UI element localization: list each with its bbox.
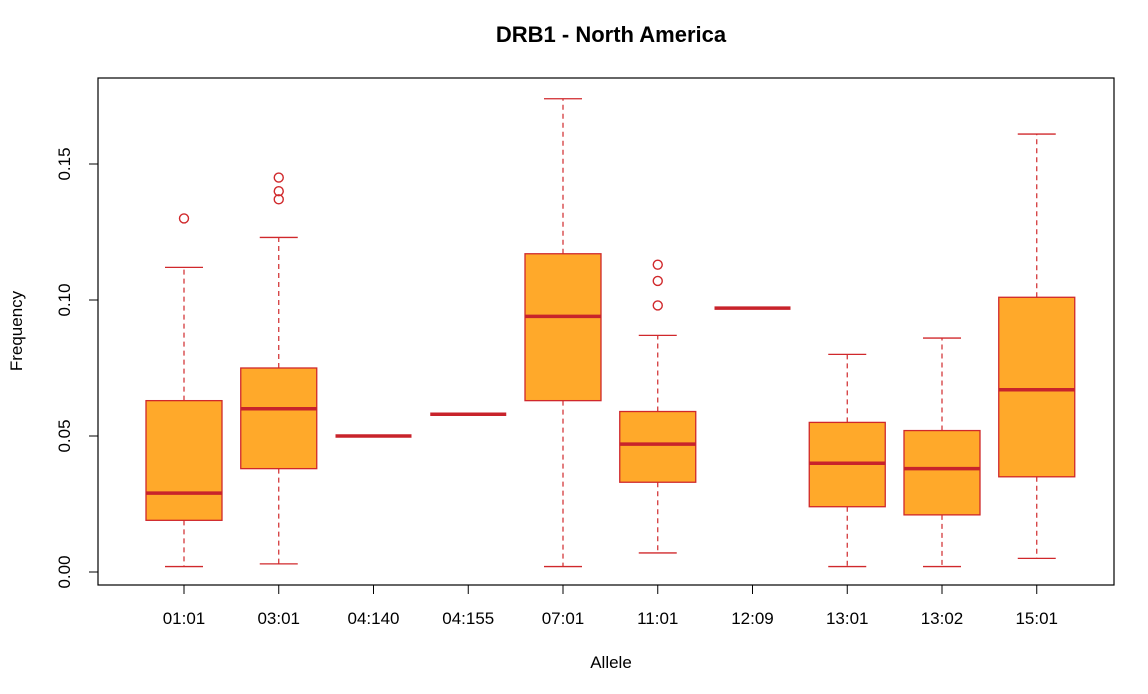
y-tick-label: 0.05 (55, 419, 74, 452)
box-group-07-01 (524, 98, 602, 568)
x-tick-label: 15:01 (1015, 609, 1058, 628)
x-tick-label: 13:01 (826, 609, 869, 628)
outlier-point (652, 275, 663, 287)
x-tick-label: 03:01 (257, 609, 300, 628)
box-iqr (903, 429, 981, 516)
box-iqr (240, 367, 318, 470)
box-group-11-01 (619, 259, 697, 554)
box-iqr (619, 410, 697, 483)
outlier-point (273, 194, 284, 205)
x-tick-label: 11:01 (637, 609, 678, 628)
y-axis: 0.00 0.05 0.10 0.15 (55, 147, 99, 589)
outlier-point (273, 172, 284, 183)
x-tick-label: 12:09 (731, 609, 774, 628)
box-iqr (145, 399, 223, 521)
boxes-layer (145, 98, 1076, 568)
box-group-13-01 (808, 353, 886, 568)
box-iqr (998, 296, 1076, 478)
outlier-point (652, 259, 663, 270)
x-tick-label: 01:01 (163, 609, 206, 628)
y-axis-label: Frequency (7, 290, 26, 371)
x-tick-label: 07:01 (542, 609, 585, 628)
x-axis: 01:01 03:01 04:140 04:155 07:01 11:01 12:09 13:… (163, 584, 1058, 628)
y-tick-label: 0.10 (55, 283, 74, 316)
y-tick-label: 0.00 (55, 555, 74, 588)
x-tick-label: 04:140 (348, 609, 400, 628)
x-tick-label: 13:02 (921, 609, 964, 628)
x-tick-label: 04:155 (442, 609, 494, 628)
x-axis-label: Allele (590, 653, 632, 672)
chart-title: DRB1 - North America (496, 22, 727, 47)
box-group-13-02 (903, 337, 981, 568)
y-tick-label: 0.15 (55, 147, 74, 180)
outlier-point (652, 300, 663, 311)
box-iqr (524, 253, 602, 402)
box-group-15-01 (998, 133, 1076, 560)
outlier-point (178, 213, 190, 224)
box-group-01-01 (145, 213, 223, 568)
outlier-point (273, 185, 284, 197)
box-group-03-01 (240, 172, 318, 565)
